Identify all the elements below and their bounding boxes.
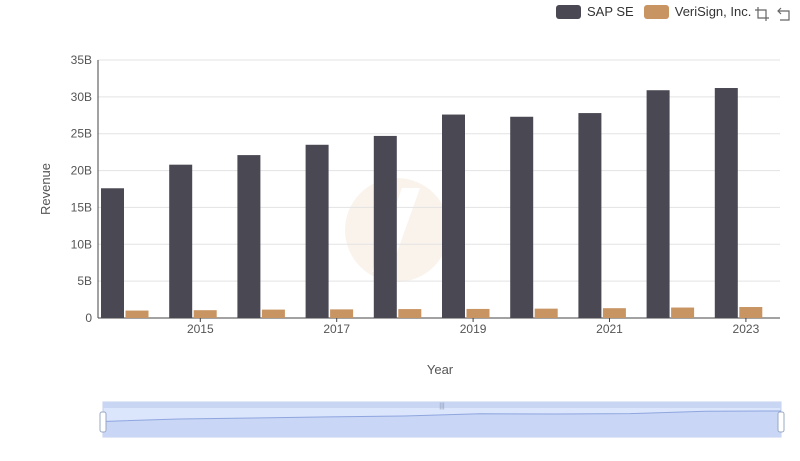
x-tick-label: 2019 (460, 322, 487, 336)
bar-sap (510, 116, 534, 318)
bar-sap (646, 90, 670, 318)
zoom-slider-left-handle[interactable] (99, 411, 107, 433)
x-tick-label: 2021 (596, 322, 623, 336)
bar-verisign (739, 307, 763, 318)
legend-item-verisign[interactable]: VeriSign, Inc. (643, 4, 752, 19)
zoom-slider-right-handle[interactable] (777, 411, 785, 433)
y-axis-title: Revenue (38, 163, 53, 215)
y-tick-label: 15B (71, 200, 92, 214)
bar-verisign (261, 309, 285, 318)
bar-sap (305, 144, 329, 318)
zoom-slider-area (103, 411, 781, 437)
legend: SAP SE VeriSign, Inc. (556, 4, 761, 19)
bar-verisign (466, 308, 490, 318)
bar-sap (442, 114, 465, 318)
zoom-select-icon[interactable] (754, 6, 770, 22)
x-tick-label: 2017 (323, 322, 350, 336)
legend-label-verisign: VeriSign, Inc. (674, 4, 752, 19)
bar-verisign (398, 309, 422, 318)
zoom-slider-grip: ||| (439, 403, 445, 410)
bar-sap (101, 188, 124, 318)
zoom-reset-icon[interactable] (776, 6, 792, 22)
x-tick-label: 2015 (187, 322, 214, 336)
y-tick-label: 20B (71, 164, 92, 178)
legend-swatch-sap (556, 4, 581, 19)
bar-verisign (125, 310, 149, 318)
zoom-slider-top-bar (103, 402, 781, 408)
bar-sap (373, 135, 397, 318)
legend-label-sap: SAP SE (587, 4, 634, 19)
bar-sap (714, 88, 738, 318)
zoom-slider-line (102, 410, 782, 422)
bar-verisign (330, 309, 354, 318)
bar-sap (578, 113, 602, 319)
y-tick-label: 10B (71, 237, 92, 251)
y-tick-label: 25B (71, 127, 92, 141)
bar-verisign (602, 308, 626, 318)
y-tick-label: 30B (71, 90, 92, 104)
bar-verisign (193, 310, 217, 318)
bar-sap (237, 155, 261, 318)
x-axis-title: Year (427, 362, 454, 377)
chart-toolbar (748, 6, 792, 22)
y-tick-label: 35B (71, 53, 92, 67)
legend-item-sap[interactable]: SAP SE (556, 4, 634, 19)
bar-verisign (534, 308, 558, 318)
bar-verisign (671, 307, 695, 318)
legend-swatch-verisign (643, 4, 669, 19)
x-tick-label: 2023 (733, 322, 760, 336)
watermark-logo (345, 178, 449, 282)
y-tick-label: 0 (85, 311, 92, 325)
bar-sap (169, 164, 193, 318)
y-tick-label: 5B (77, 274, 92, 288)
